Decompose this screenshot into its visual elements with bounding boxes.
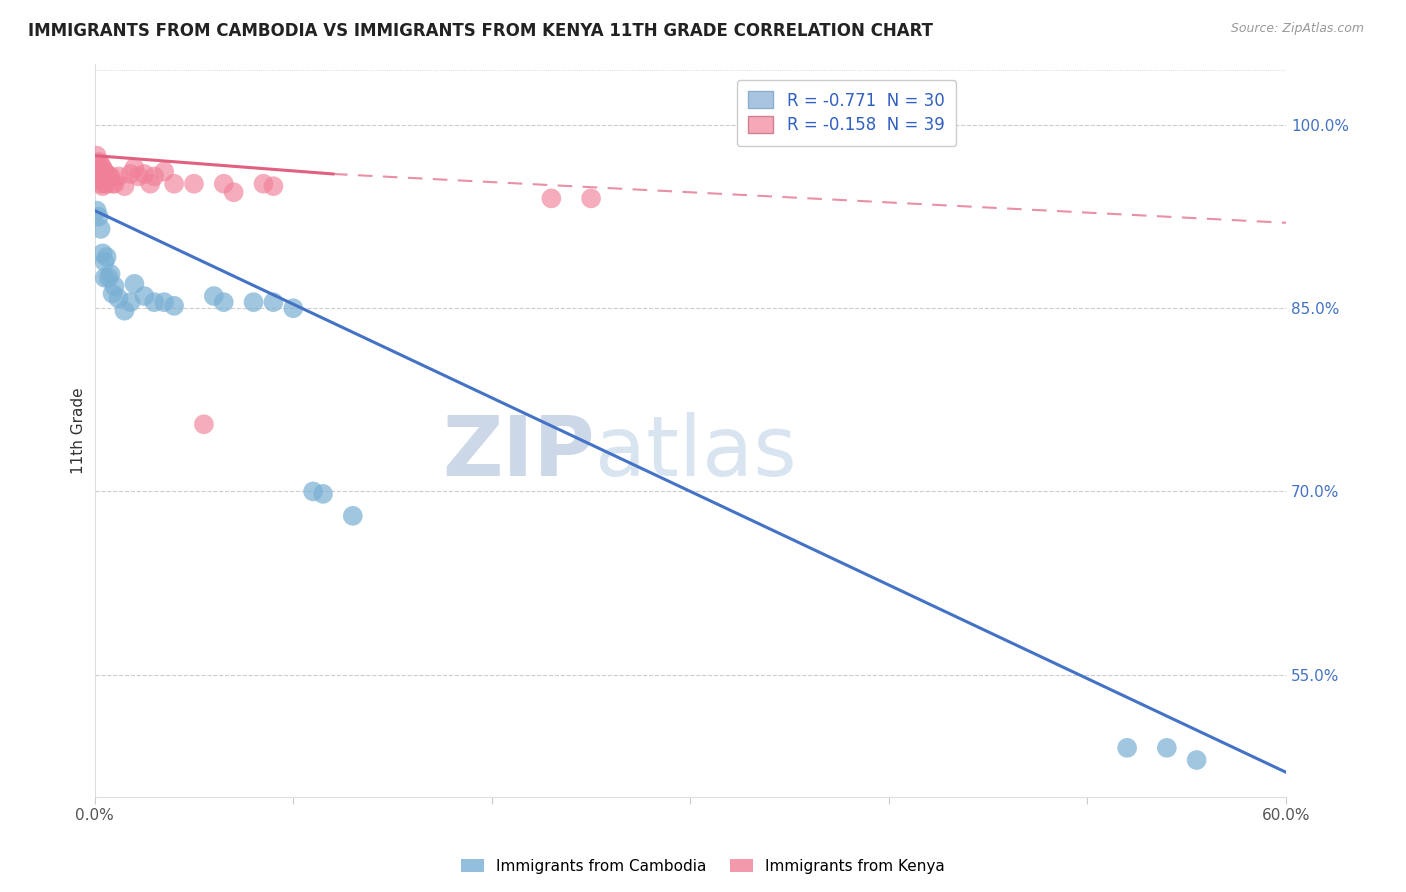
Point <box>153 164 176 178</box>
Point <box>252 177 274 191</box>
Point <box>183 177 205 191</box>
Point <box>153 295 176 310</box>
Point <box>222 186 245 200</box>
Point <box>262 295 284 310</box>
Point <box>93 255 115 269</box>
Point <box>91 161 114 175</box>
Point <box>91 179 114 194</box>
Point <box>124 161 146 175</box>
Point <box>163 299 186 313</box>
Point <box>90 157 112 171</box>
Point <box>107 292 129 306</box>
Point <box>262 179 284 194</box>
Point <box>100 267 122 281</box>
Point <box>134 167 156 181</box>
Text: atlas: atlas <box>595 412 797 493</box>
Point <box>90 222 112 236</box>
Point <box>86 157 108 171</box>
Point <box>87 161 110 175</box>
Point <box>143 295 166 310</box>
Point <box>100 169 122 184</box>
Point <box>87 173 110 187</box>
Point <box>342 508 364 523</box>
Text: Source: ZipAtlas.com: Source: ZipAtlas.com <box>1230 22 1364 36</box>
Point <box>163 177 186 191</box>
Point <box>193 417 215 432</box>
Point <box>139 177 162 191</box>
Point <box>93 164 115 178</box>
Point <box>114 179 136 194</box>
Point <box>86 169 108 184</box>
Point <box>212 295 235 310</box>
Point <box>96 177 118 191</box>
Point <box>101 177 124 191</box>
Point <box>1116 740 1139 755</box>
Text: ZIP: ZIP <box>443 412 595 493</box>
Point <box>103 177 125 191</box>
Legend: R = -0.771  N = 30, R = -0.158  N = 39: R = -0.771 N = 30, R = -0.158 N = 39 <box>737 79 956 146</box>
Point <box>1156 740 1178 755</box>
Point <box>90 177 112 191</box>
Point <box>86 148 108 162</box>
Point <box>143 169 166 184</box>
Point <box>1185 753 1208 767</box>
Point <box>90 169 112 184</box>
Point <box>91 169 114 184</box>
Point <box>283 301 305 316</box>
Point <box>212 177 235 191</box>
Point <box>93 177 115 191</box>
Point <box>101 286 124 301</box>
Point <box>134 289 156 303</box>
Point <box>97 270 120 285</box>
Point <box>114 303 136 318</box>
Point <box>91 246 114 260</box>
Point <box>124 277 146 291</box>
Point <box>312 487 335 501</box>
Point <box>93 270 115 285</box>
Point <box>86 164 108 178</box>
Point <box>202 289 225 303</box>
Point <box>540 191 562 205</box>
Point <box>87 210 110 224</box>
Legend: Immigrants from Cambodia, Immigrants from Kenya: Immigrants from Cambodia, Immigrants fro… <box>456 853 950 880</box>
Point <box>242 295 264 310</box>
Point <box>302 484 325 499</box>
Point <box>97 169 120 184</box>
Point <box>86 203 108 218</box>
Point <box>107 169 129 184</box>
Point <box>96 167 118 181</box>
Point <box>96 250 118 264</box>
Y-axis label: 11th Grade: 11th Grade <box>72 387 86 474</box>
Point <box>103 279 125 293</box>
Text: IMMIGRANTS FROM CAMBODIA VS IMMIGRANTS FROM KENYA 11TH GRADE CORRELATION CHART: IMMIGRANTS FROM CAMBODIA VS IMMIGRANTS F… <box>28 22 934 40</box>
Point <box>579 191 602 205</box>
Point <box>87 154 110 169</box>
Point <box>127 169 149 184</box>
Point <box>120 167 142 181</box>
Point <box>120 295 142 310</box>
